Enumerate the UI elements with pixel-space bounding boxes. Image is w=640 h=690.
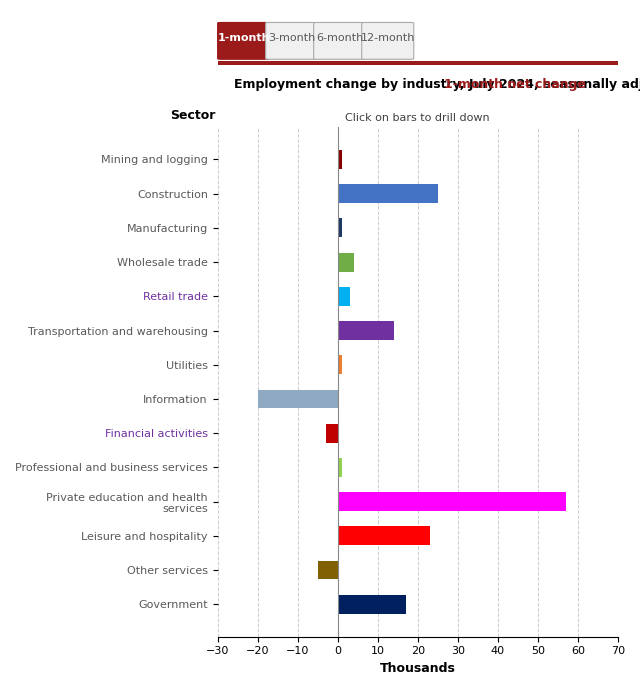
Bar — [338, 458, 342, 477]
Bar — [338, 150, 342, 169]
Text: 3-month: 3-month — [268, 33, 316, 43]
Text: 12-month: 12-month — [360, 33, 415, 43]
X-axis label: Thousands: Thousands — [380, 662, 456, 675]
Text: Sector: Sector — [170, 109, 216, 122]
FancyBboxPatch shape — [362, 23, 414, 59]
Bar — [218, 61, 618, 65]
Bar — [338, 321, 394, 340]
Bar — [338, 287, 349, 306]
Text: 1-month: 1-month — [218, 33, 270, 43]
Bar — [317, 560, 338, 580]
FancyBboxPatch shape — [218, 23, 269, 59]
Text: 1-month net change: 1-month net change — [444, 79, 586, 91]
Bar — [326, 424, 338, 442]
Bar — [338, 184, 438, 203]
FancyBboxPatch shape — [266, 23, 317, 59]
Bar — [338, 355, 342, 374]
Bar — [338, 492, 566, 511]
Text: Click on bars to drill down: Click on bars to drill down — [346, 113, 490, 124]
Bar — [338, 219, 342, 237]
Bar — [338, 526, 430, 545]
Bar — [258, 390, 338, 408]
FancyBboxPatch shape — [314, 23, 365, 59]
Text: Employment change by industry, July 2024, seasonally adjusted,: Employment change by industry, July 2024… — [234, 79, 640, 91]
Text: 6-month: 6-month — [316, 33, 364, 43]
Bar — [338, 595, 406, 613]
Bar — [338, 253, 354, 271]
